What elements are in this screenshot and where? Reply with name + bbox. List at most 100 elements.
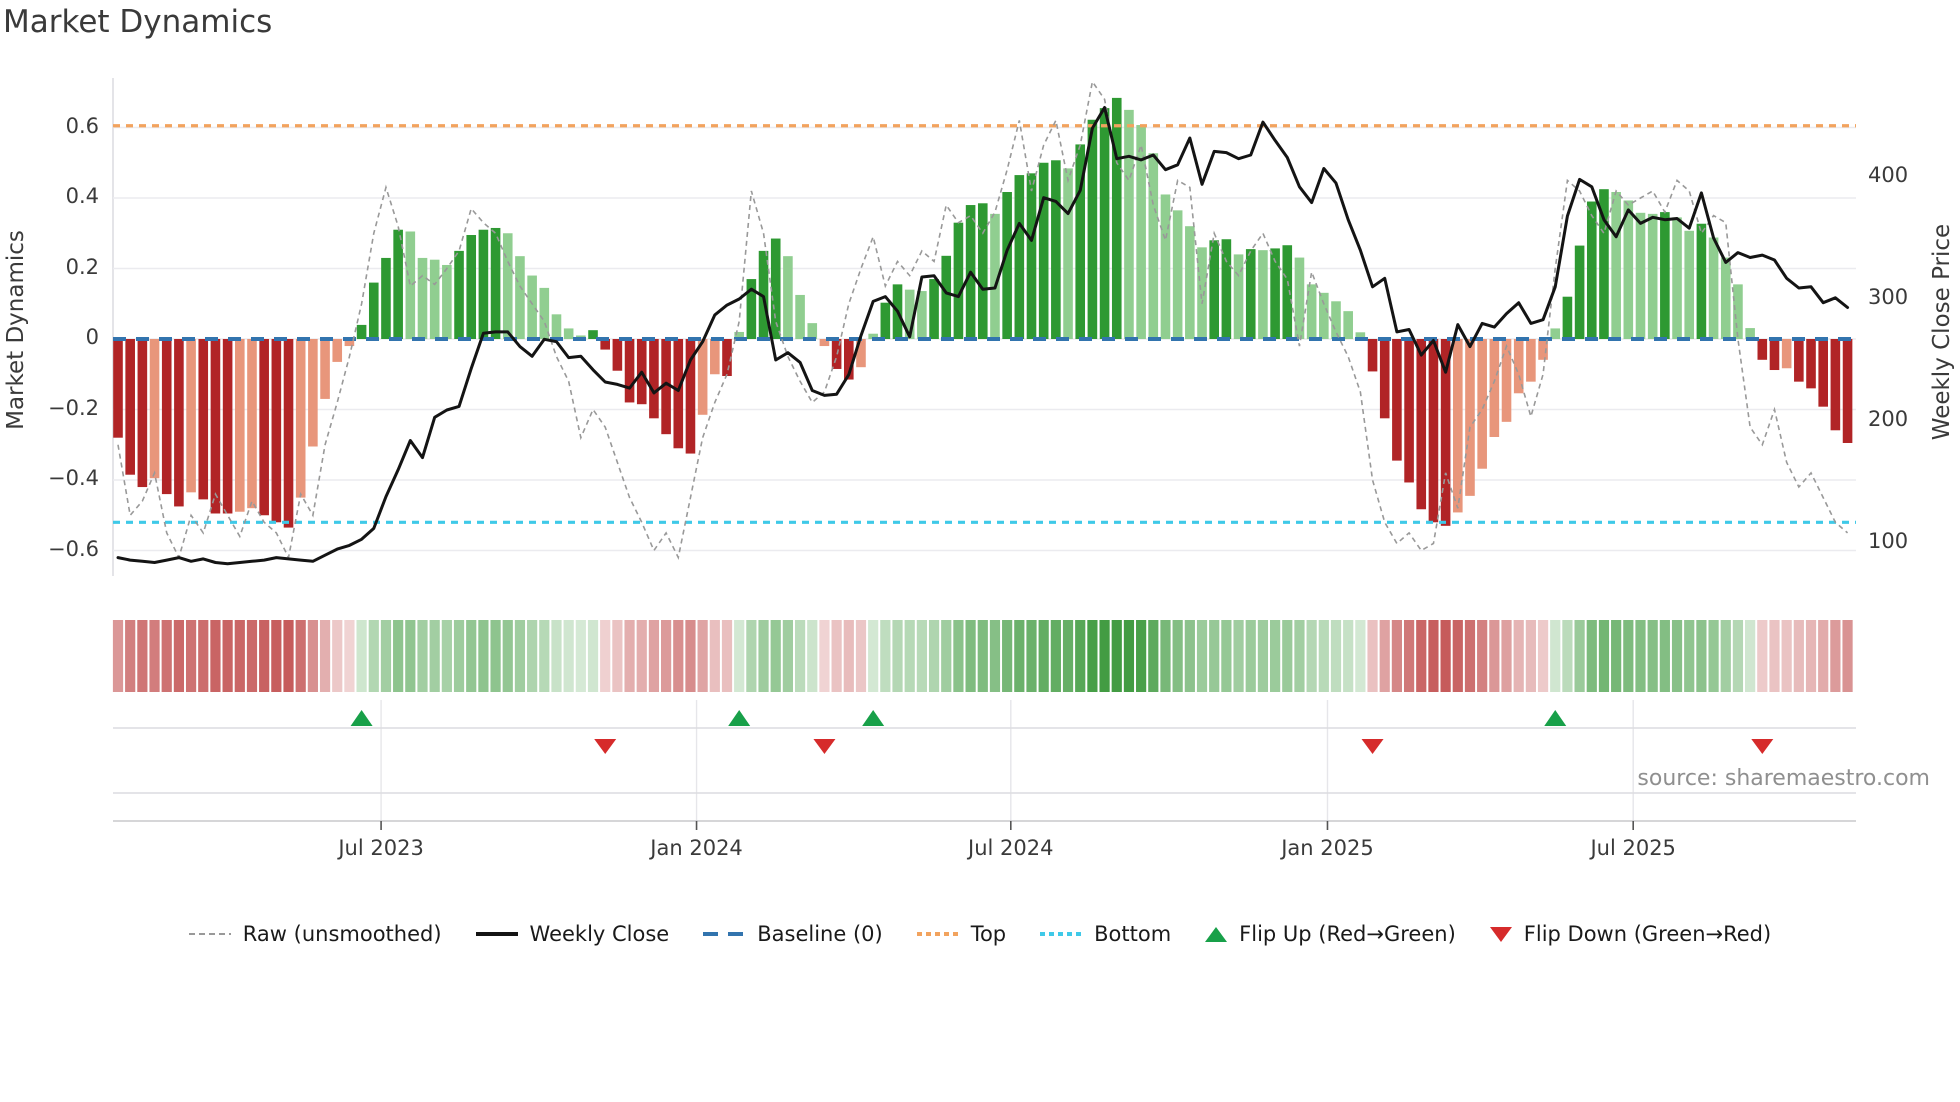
dynamics-bar [795,294,805,339]
heatmap-cell [539,620,550,692]
dynamics-bar [113,339,123,438]
heatmap-cell [721,620,733,692]
heatmap-cell [1233,620,1244,692]
heatmap-cell [1805,620,1817,692]
legend-item: Top [916,922,1006,946]
dynamics-bar [770,238,781,339]
dynamics-bar [1087,119,1098,340]
dynamics-bar [478,229,489,339]
dynamics-bar [454,250,464,339]
heatmap-cell [161,620,172,692]
heatmap-cell [1452,620,1463,692]
left-tick-label: 0.6 [65,113,99,138]
heatmap-cell [1136,620,1147,692]
right-tick-label: 100 [1868,529,1909,553]
heatmap-cell [1221,620,1232,692]
heatmap-cell [855,620,867,692]
flip-down-swatch-icon [1489,926,1512,942]
dynamics-bar [247,339,257,509]
dynamics-bar [381,257,391,339]
flip-down-marker [813,739,836,754]
dynamics-bar [1794,339,1804,382]
heatmap-cell [1245,620,1256,692]
heatmap-cell [819,620,830,692]
heatmap-cell [1075,620,1086,692]
legend-label: Raw (unsmoothed) [242,922,442,946]
heatmap-cell [368,620,379,692]
dynamics-bar [856,339,866,368]
heatmap-cell [794,620,806,692]
legend: Raw (unsmoothed) Weekly Close Baseline (0)… [0,922,1960,946]
dynamics-bar [1623,200,1634,339]
dynamics-bar [1306,284,1317,339]
dynamics-bar [734,331,744,339]
heatmap-cell [173,620,184,692]
dynamics-bar [977,203,988,339]
raw-swatch-icon [188,933,231,935]
heatmap-cell [1562,620,1573,692]
heatmap-cell [831,620,842,692]
heatmap-cell [1391,620,1402,692]
heatmap-cell [1745,620,1756,692]
heatmap-cell [746,620,757,692]
heatmap-cell [1647,620,1658,692]
dynamics-bar [1148,153,1159,339]
heatmap-cell [417,620,428,692]
heatmap-cell [1818,620,1829,692]
heatmap-cell [1184,620,1195,692]
dynamics-bar [685,339,696,454]
dynamics-bar [1672,217,1682,339]
dynamics-bar [1099,108,1110,339]
heatmap-cell [393,620,404,692]
dynamics-bar [1063,168,1073,339]
dynamics-bar [539,287,550,339]
dynamics-bar [600,339,610,350]
dynamics-bar [527,275,537,339]
legend-label: Flip Down (Green→Red) [1523,922,1772,946]
heatmap-cell [502,620,513,692]
dynamics-bar [1830,339,1841,431]
heatmap-cell [636,620,647,692]
flip-up-swatch-icon [1205,926,1228,942]
heatmap-cell [880,620,891,692]
heatmap-cell [466,620,477,692]
heatmap-cell [1148,620,1159,692]
dynamics-bar [137,339,148,488]
dynamics-bar [819,339,830,347]
dynamics-bar [929,279,939,339]
heatmap-cell [246,620,258,692]
heatmap-cell [490,620,501,692]
dynamics-bar [1051,160,1061,339]
heatmap-cell [782,620,793,692]
source-credit: source: sharemaestro.com [1637,766,1930,791]
heatmap-cell [1550,620,1561,692]
dynamics-bar [1562,296,1573,339]
weekly-close-line [116,106,1850,566]
heatmap-cell [1270,620,1281,692]
dynamics-bar [466,235,477,339]
dynamics-bar [1416,339,1427,510]
legend-item: Raw (unsmoothed) [188,922,442,946]
dynamics-bar [271,339,282,523]
dynamics-bar [1501,339,1512,422]
dynamics-bar [612,339,623,371]
heatmap-cell [1586,620,1597,692]
dynamics-bar [1720,257,1731,339]
dynamics-bar [710,339,720,375]
right-tick-label: 200 [1868,407,1909,431]
heatmap-cell [1574,620,1585,692]
left-tick-label: −0.2 [48,395,99,420]
heatmap-cell [380,620,392,692]
heatmap-cell [709,620,720,692]
heatmap-cell [916,620,927,692]
heatmap-cell [1209,620,1220,692]
heatmap-cell [185,620,197,692]
heatmap-cell [1635,620,1646,692]
heatmap-cell [283,620,294,692]
heatmap-cell [928,620,940,692]
flip-down-marker [1361,739,1384,754]
heatmap-cell [112,620,124,692]
heatmap-cell [697,620,708,692]
heatmap-cell [612,620,623,692]
dynamics-bar [649,339,659,419]
